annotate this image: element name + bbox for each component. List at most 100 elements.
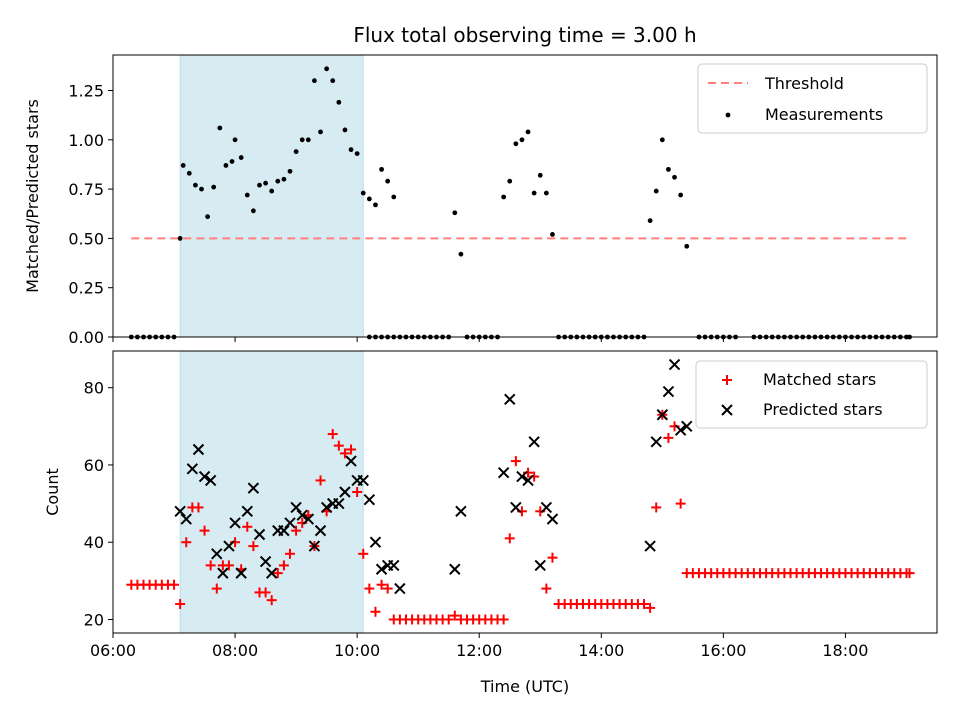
measurement-point — [269, 188, 275, 194]
measurement-point — [507, 178, 513, 184]
measurement-point — [385, 178, 391, 184]
predicted-star-point — [674, 424, 687, 436]
top-y-axis-label: Matched/Predicted stars — [23, 99, 42, 293]
top-y-tick-label: 0.50 — [68, 229, 104, 248]
measurement-point — [305, 137, 311, 143]
matched-star-point — [248, 541, 259, 552]
measurement-point — [513, 141, 519, 147]
measurement-point — [342, 127, 348, 133]
matched-star-point — [291, 525, 302, 536]
measurement-point — [275, 178, 281, 184]
matched-star-point — [510, 456, 521, 467]
predicted-star-point — [314, 524, 327, 537]
measurement-point — [205, 214, 211, 220]
measurement-point — [391, 194, 397, 200]
predicted-star-point — [497, 466, 510, 479]
measurement-point — [223, 163, 229, 168]
predicted-star-point — [668, 358, 681, 371]
measurement-point — [519, 137, 525, 143]
bottom-y-tick-label: 80 — [84, 379, 104, 398]
measurement-point — [293, 149, 299, 155]
measurement-point — [379, 166, 384, 172]
bottom-legend-frame — [695, 360, 928, 429]
measurement-point — [238, 155, 244, 160]
predicted-star-point — [278, 524, 290, 537]
bottom-x-tick-label: 08:00 — [212, 641, 258, 660]
measurement-point — [330, 78, 336, 84]
matched-star-point — [449, 610, 460, 621]
bottom-x-tick-label: 12:00 — [456, 641, 502, 660]
legend-predicted-label: Predicted stars — [763, 400, 883, 419]
matched-star-point — [272, 568, 283, 579]
top-legend-frame — [697, 63, 928, 134]
matched-star-point — [199, 525, 210, 536]
predicted-star-point — [174, 505, 186, 518]
matched-star-point — [327, 429, 338, 440]
predicted-star-point — [308, 540, 321, 552]
predicted-star-point — [388, 559, 400, 572]
predicted-star-point — [455, 505, 467, 518]
matched-star-point — [651, 502, 662, 513]
matched-star-point — [376, 579, 387, 590]
bottom-axes-layer: 06:00 08:00 10:00 12:00 14:00 16:00 18:00 20 40 6… — [84, 350, 938, 660]
predicted-star-point — [504, 393, 516, 405]
top-legend: Threshold Measurements — [697, 63, 928, 134]
bottom-shaded-interval — [179, 350, 364, 634]
bottom-panel: 06:00 08:00 10:00 12:00 14:00 16:00 18:00 20 40 6… — [43, 350, 938, 696]
bottom-points-layer — [126, 358, 915, 625]
top-shaded-interval-layer — [179, 54, 364, 338]
top-y-tick-label: 0.00 — [68, 328, 104, 347]
measurement-point — [180, 163, 186, 168]
legend-predicted-swatch — [721, 404, 733, 416]
measurement-point — [501, 194, 507, 200]
predicted-star-point — [198, 470, 211, 483]
measurement-point — [186, 170, 192, 176]
predicted-star-point — [540, 501, 553, 514]
measurement-point — [458, 251, 464, 257]
top-panel: 0.00 0.25 0.50 0.75 1.00 1.25 Matched/Predict… — [23, 54, 938, 347]
predicted-star-point — [290, 501, 302, 514]
bottom-y-tick-label: 20 — [84, 610, 104, 629]
predicted-star-point — [662, 385, 675, 398]
matched-star-point — [639, 599, 650, 610]
predicted-star-point — [650, 436, 662, 448]
measurement-point — [659, 137, 665, 143]
predicted-star-point — [656, 409, 669, 421]
legend-measurements-label: Measurements — [765, 105, 883, 124]
measurement-point — [299, 137, 305, 143]
predicted-star-point — [253, 528, 266, 541]
matched-star-point — [278, 560, 289, 571]
matched-star-point — [504, 533, 515, 544]
predicted-star-point — [357, 474, 369, 487]
predicted-star-point — [284, 517, 296, 529]
predicted-star-point — [369, 536, 382, 548]
matched-star-point — [364, 583, 375, 594]
matched-star-point — [352, 487, 363, 497]
predicted-star-point — [229, 517, 241, 529]
measurement-point — [232, 137, 238, 143]
predicted-star-point — [302, 513, 315, 525]
predicted-star-point — [534, 559, 546, 572]
measurement-point — [550, 232, 555, 237]
predicted-star-point — [375, 563, 388, 575]
matched-star-point — [169, 579, 180, 590]
bottom-y-tick-label: 40 — [84, 533, 104, 552]
bottom-x-tick-label: 06:00 — [90, 641, 136, 660]
predicted-star-point — [339, 486, 351, 498]
measurement-point — [336, 99, 342, 105]
predicted-star-point — [265, 567, 278, 579]
predicted-star-point — [180, 513, 192, 525]
matched-star-point — [223, 560, 234, 571]
matched-star-point — [175, 599, 186, 610]
matched-star-point — [205, 560, 216, 571]
measurement-point — [324, 66, 330, 72]
predicted-star-point — [247, 482, 260, 494]
matched-star-point — [339, 448, 350, 459]
measurement-point — [360, 190, 366, 196]
bottom-y-tick-label: 60 — [84, 456, 104, 475]
predicted-star-point — [235, 567, 247, 579]
bottom-x-tick-label: 10:00 — [334, 641, 380, 660]
predicted-star-point — [241, 505, 253, 518]
matched-star-point — [181, 537, 192, 548]
